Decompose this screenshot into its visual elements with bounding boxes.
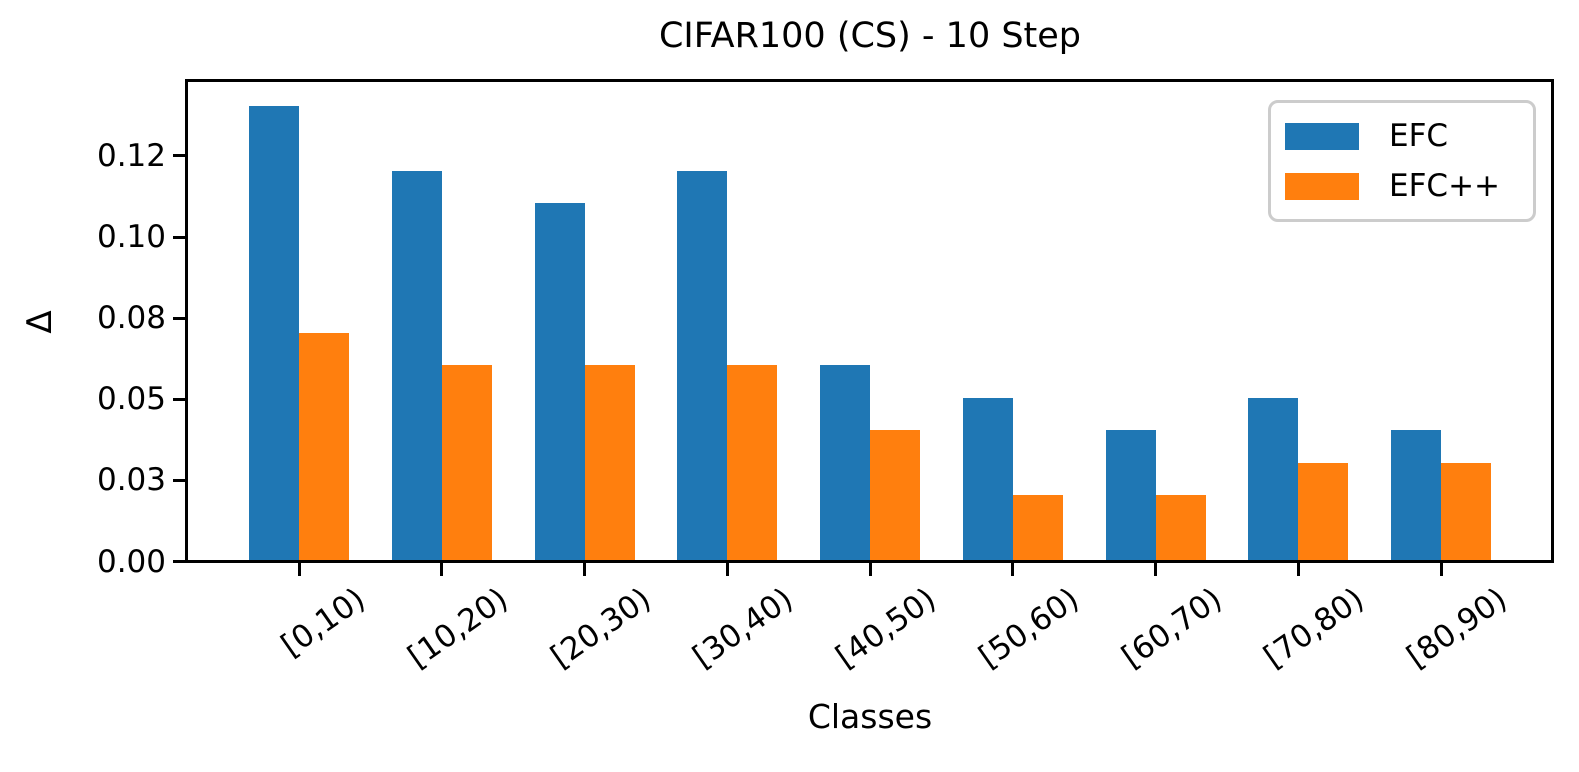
x-tick-label: [10,20) bbox=[401, 581, 515, 676]
x-tick-label: [30,40) bbox=[686, 581, 800, 676]
legend-swatch-efc bbox=[1285, 122, 1359, 150]
bar-efc-4 bbox=[820, 365, 871, 560]
x-tick-mark bbox=[1011, 563, 1015, 576]
y-tick-mark bbox=[172, 316, 186, 320]
x-tick-label: [60,70) bbox=[1114, 581, 1229, 676]
y-tick-mark bbox=[172, 235, 186, 239]
y-tick-mark bbox=[172, 478, 186, 482]
legend-label-efc: EFC bbox=[1389, 118, 1449, 154]
legend-swatch-efcpp bbox=[1285, 172, 1359, 200]
x-tick-label: [50,60) bbox=[972, 581, 1086, 676]
y-tick-label: 0.00 bbox=[96, 543, 166, 580]
x-tick-mark bbox=[1439, 563, 1443, 576]
bar-efcpp-8 bbox=[1441, 462, 1491, 560]
bar-efcpp-2 bbox=[584, 365, 635, 560]
bar-efc-1 bbox=[391, 170, 442, 560]
x-axis-label: Classes bbox=[807, 697, 933, 736]
bar-efcpp-0 bbox=[299, 332, 350, 560]
bar-efcpp-4 bbox=[870, 430, 920, 560]
x-tick-mark bbox=[725, 563, 729, 576]
x-tick-label: [40,50) bbox=[829, 581, 943, 676]
x-tick-mark bbox=[297, 563, 301, 576]
bar-efc-6 bbox=[1105, 430, 1156, 560]
bar-efcpp-6 bbox=[1155, 495, 1206, 560]
chart-title: CIFAR100 (CS) - 10 Step bbox=[658, 16, 1082, 56]
x-tick-mark bbox=[583, 563, 586, 576]
bar-efc-3 bbox=[677, 170, 728, 560]
bar-efc-7 bbox=[1248, 397, 1299, 561]
y-tick-label: 0.10 bbox=[96, 219, 166, 255]
legend-label-efcpp: EFC++ bbox=[1389, 168, 1501, 204]
x-tick-label: [80,90) bbox=[1400, 581, 1514, 676]
x-tick-label: [20,30) bbox=[543, 581, 658, 676]
bar-efcpp-5 bbox=[1012, 495, 1063, 560]
y-tick-mark bbox=[172, 154, 186, 158]
x-tick-mark bbox=[1154, 563, 1157, 576]
y-tick-mark bbox=[172, 397, 186, 401]
bar-efc-8 bbox=[1391, 430, 1441, 560]
y-tick-label: 0.12 bbox=[96, 137, 166, 174]
y-tick-mark bbox=[172, 560, 186, 563]
y-tick-label: 0.05 bbox=[96, 381, 166, 418]
bar-efc-2 bbox=[534, 203, 585, 560]
y-tick-label: 0.08 bbox=[96, 300, 166, 337]
legend: EFC EFC++ bbox=[1268, 100, 1536, 222]
axes-frame bbox=[185, 79, 1554, 563]
bar-efc-5 bbox=[962, 397, 1013, 561]
bar-efcpp-7 bbox=[1298, 462, 1349, 560]
bar-efcpp-1 bbox=[441, 365, 492, 560]
y-tick-label: 0.03 bbox=[96, 462, 166, 499]
legend-item-efc: EFC bbox=[1285, 118, 1519, 154]
x-tick-label: [0,10) bbox=[274, 581, 372, 664]
legend-item-efcpp: EFC++ bbox=[1285, 168, 1519, 204]
bar-efcpp-3 bbox=[727, 365, 778, 560]
y-axis-label: Δ bbox=[20, 310, 60, 334]
x-tick-label: [70,80) bbox=[1257, 581, 1371, 676]
bar-efc-0 bbox=[249, 105, 300, 560]
x-tick-mark bbox=[440, 563, 444, 576]
x-tick-mark bbox=[1296, 563, 1300, 576]
x-tick-mark bbox=[868, 563, 872, 576]
